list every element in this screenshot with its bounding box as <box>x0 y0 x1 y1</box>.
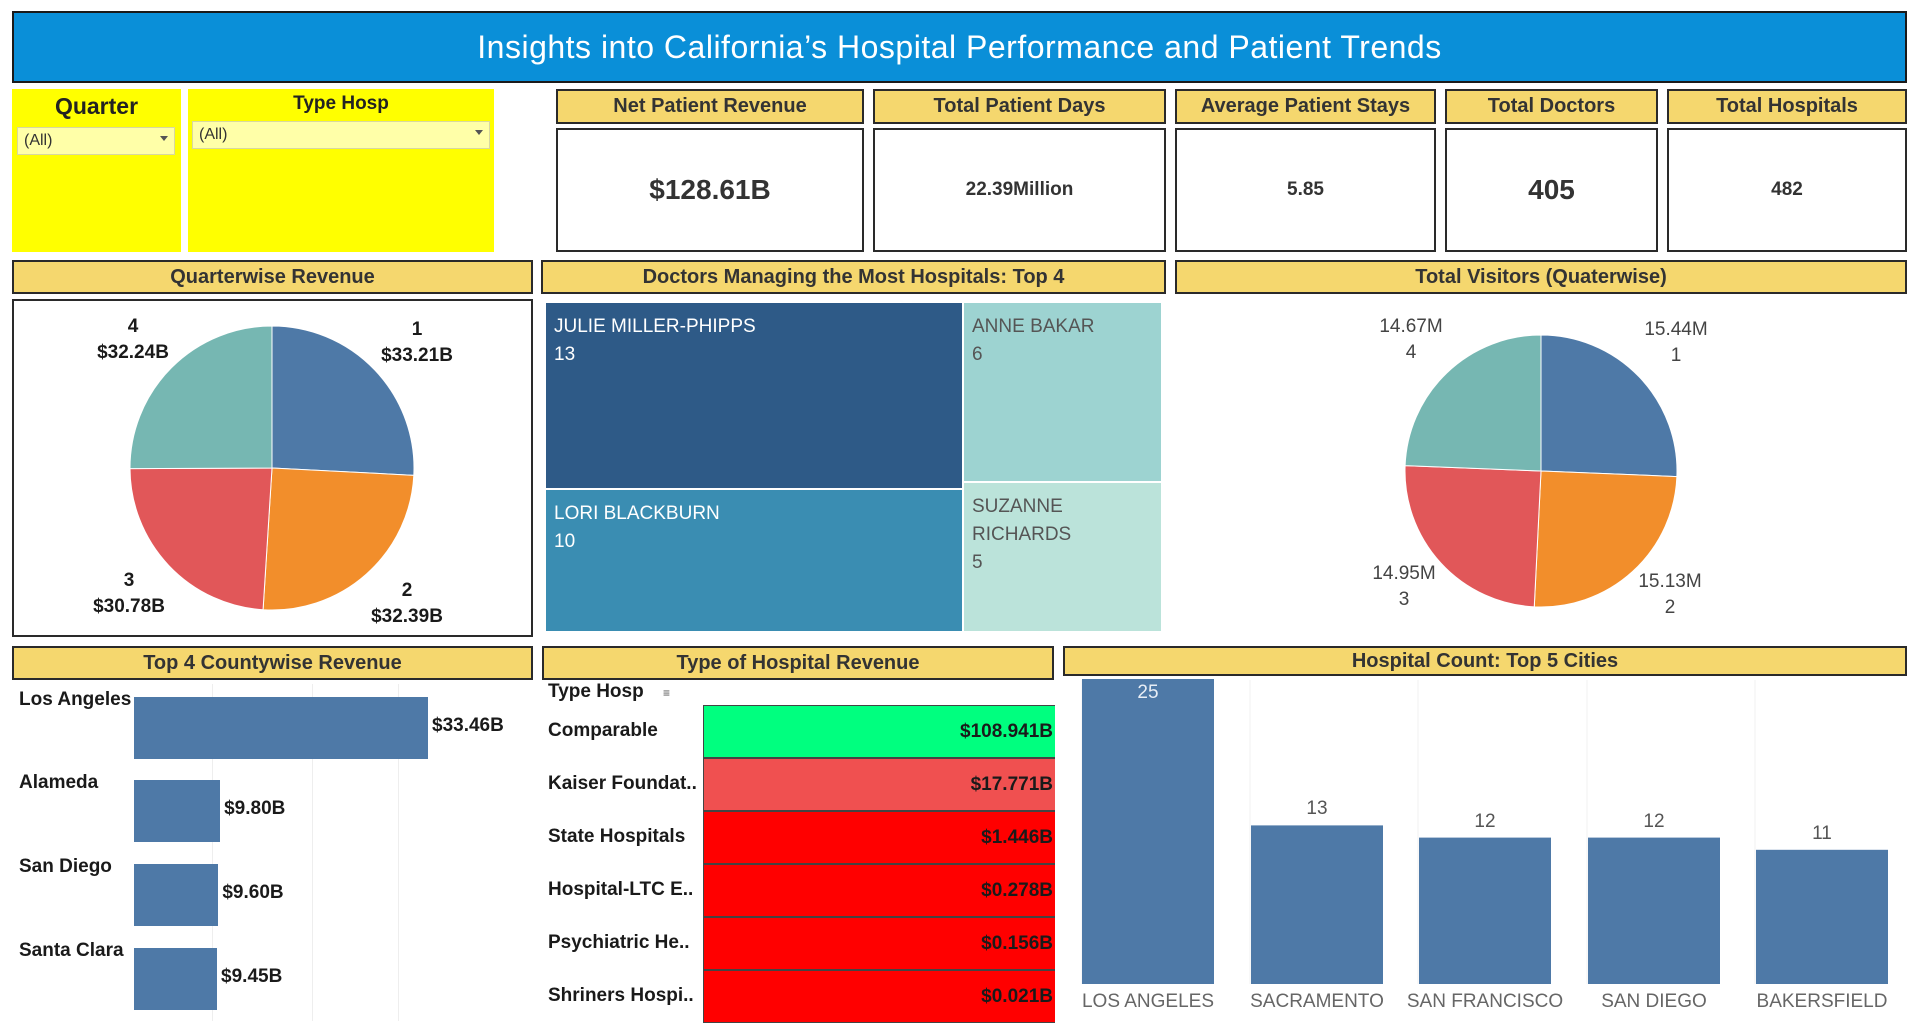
city-bar[interactable] <box>1756 849 1888 984</box>
hospital-count-header: Hospital Count: Top 5 Cities <box>1063 646 1907 676</box>
kpi-value-total-doctors: 405 <box>1445 128 1658 252</box>
doctors-treemap-header: Doctors Managing the Most Hospitals: Top… <box>541 260 1166 294</box>
visitors-pie-slice-q1[interactable] <box>1540 334 1678 478</box>
kpi-value-patient-days: 22.39Million <box>873 128 1166 252</box>
city-axis-label: SAN DIEGO <box>1601 991 1707 1012</box>
sort-icon[interactable]: ≡ <box>663 686 671 700</box>
type-hosp-filter-panel: Type Hosp (All) <box>188 89 494 252</box>
county-bar[interactable] <box>134 948 218 1010</box>
city-bar-value: 13 <box>1306 798 1328 820</box>
county-label: Santa Clara <box>19 940 124 961</box>
county-value-label: $9.60B <box>222 882 284 903</box>
chevron-down-icon <box>160 136 168 141</box>
type-hosp-column-header[interactable]: Type Hosp ≡ <box>548 681 671 702</box>
type-hosp-filter-label: Type Hosp <box>293 93 389 114</box>
total-visitors-header: Total Visitors (Quaterwise) <box>1175 260 1907 294</box>
visitors-pie-slice-q3[interactable] <box>1404 465 1542 608</box>
quarter-filter-label: Quarter <box>54 93 139 119</box>
dashboard-title: Insights into California’s Hospital Perf… <box>12 11 1907 83</box>
county-bar[interactable] <box>134 697 428 759</box>
county-label: Los Angeles <box>19 689 132 710</box>
city-bar-value: 12 <box>1474 810 1496 832</box>
hospital-type-revenue-cell[interactable]: $17.771B <box>703 758 1055 811</box>
quarterwise-revenue-panel <box>12 299 533 637</box>
hospital-type-revenue-cell[interactable]: $0.021B <box>703 970 1055 1023</box>
city-bar-value: 25 <box>1137 682 1159 703</box>
chevron-down-icon <box>475 130 483 135</box>
city-bar-value: 12 <box>1643 810 1665 832</box>
city-bar[interactable] <box>1082 679 1214 984</box>
city-bar[interactable] <box>1251 825 1383 984</box>
kpi-header-avg-stays: Average Patient Stays <box>1175 89 1436 124</box>
rev-pie-label-q4: 4 $32.24B <box>97 316 169 363</box>
quarter-filter-panel: Quarter (All) <box>12 89 181 252</box>
hospital-type-label: Comparable <box>548 720 658 741</box>
county-bar[interactable] <box>134 864 219 926</box>
county-gridlines <box>212 684 213 1021</box>
county-gridlines <box>398 684 399 1021</box>
revenue-pie-slice-q1[interactable] <box>271 325 415 476</box>
hospital-type-revenue-cell[interactable]: $0.156B <box>703 917 1055 970</box>
kpi-header-total-doctors: Total Doctors <box>1445 89 1658 124</box>
kpi-header-total-hospitals: Total Hospitals <box>1667 89 1907 124</box>
kpi-header-patient-days: Total Patient Days <box>873 89 1166 124</box>
rev-pie-label-q3: 3 $30.78B <box>93 570 165 617</box>
county-label: Alameda <box>19 772 99 793</box>
treemap-cell-anne[interactable]: ANNE BAKAR 6 <box>963 302 1162 482</box>
hospital-type-label: Psychiatric He.. <box>548 932 690 953</box>
city-bar[interactable] <box>1419 837 1551 984</box>
county-value-label: $33.46B <box>432 715 504 736</box>
county-revenue-header: Top 4 Countywise Revenue <box>12 646 533 680</box>
visitors-pie-slice-q2[interactable] <box>1533 470 1678 608</box>
rev-pie-label-q2: 2 $32.39B <box>371 580 443 627</box>
revenue-pie-slice-q3[interactable] <box>129 467 273 611</box>
visitor-pie-label-q1: 15.44M 1 <box>1644 319 1708 366</box>
revenue-pie-slice-q4[interactable] <box>129 325 273 470</box>
treemap-cell-suzanne[interactable]: SUZANNE RICHARDS 5 <box>963 482 1162 632</box>
city-axis-label: SAN FRANCISCO <box>1406 991 1564 1012</box>
hospital-type-label: Hospital-LTC E.. <box>548 879 694 900</box>
treemap-cell-julie[interactable]: JULIE MILLER-PHIPPS 13 <box>545 302 963 489</box>
kpi-value-net-revenue: $128.61B <box>556 128 864 252</box>
hospital-type-revenue-header: Type of Hospital Revenue <box>542 646 1054 680</box>
visitors-pie-slice-q4[interactable] <box>1404 334 1542 472</box>
hospital-type-label: State Hospitals <box>548 826 686 847</box>
county-value-label: $9.80B <box>224 798 286 819</box>
city-bar-value: 11 <box>1812 822 1832 844</box>
county-label: San Diego <box>19 856 112 877</box>
city-axis-label: SACRAMENTO <box>1250 991 1384 1012</box>
revenue-pie-slice-q2[interactable] <box>262 467 415 611</box>
type-hosp-dropdown-value: (All) <box>199 126 228 143</box>
kpi-value-total-hospitals: 482 <box>1667 128 1907 252</box>
quarter-dropdown[interactable]: (All) <box>17 127 175 155</box>
hospital-type-revenue-cell[interactable]: $0.278B <box>703 864 1055 917</box>
county-bar[interactable] <box>134 780 221 842</box>
county-value-label: $9.45B <box>221 966 283 987</box>
visitor-pie-label-q2: 15.13M 2 <box>1638 571 1702 618</box>
hospital-type-label: Kaiser Foundat.. <box>548 773 697 794</box>
type-hosp-dropdown[interactable]: (All) <box>192 121 490 149</box>
rev-pie-label-q1: 1 $33.21B <box>381 319 453 366</box>
quarter-dropdown-value: (All) <box>24 132 53 149</box>
county-gridlines <box>312 684 313 1021</box>
city-bar[interactable] <box>1588 837 1720 984</box>
kpi-header-net-revenue: Net Patient Revenue <box>556 89 864 124</box>
hospital-type-label: Shriners Hospi.. <box>548 985 694 1006</box>
hospital-type-revenue-cell[interactable]: $1.446B <box>703 811 1055 864</box>
quarterwise-revenue-header: Quarterwise Revenue <box>12 260 533 294</box>
treemap-cell-lori[interactable]: LORI BLACKBURN 10 <box>545 489 963 632</box>
hospital-type-revenue-cell[interactable]: $108.941B <box>703 705 1055 758</box>
visitor-pie-label-q3: 14.95M 3 <box>1372 563 1436 610</box>
city-axis-label: LOS ANGELES <box>1081 991 1214 1012</box>
city-axis-label: BAKERSFIELD <box>1756 991 1888 1012</box>
kpi-value-avg-stays: 5.85 <box>1175 128 1436 252</box>
visitor-pie-label-q4: 14.67M 4 <box>1379 316 1443 363</box>
